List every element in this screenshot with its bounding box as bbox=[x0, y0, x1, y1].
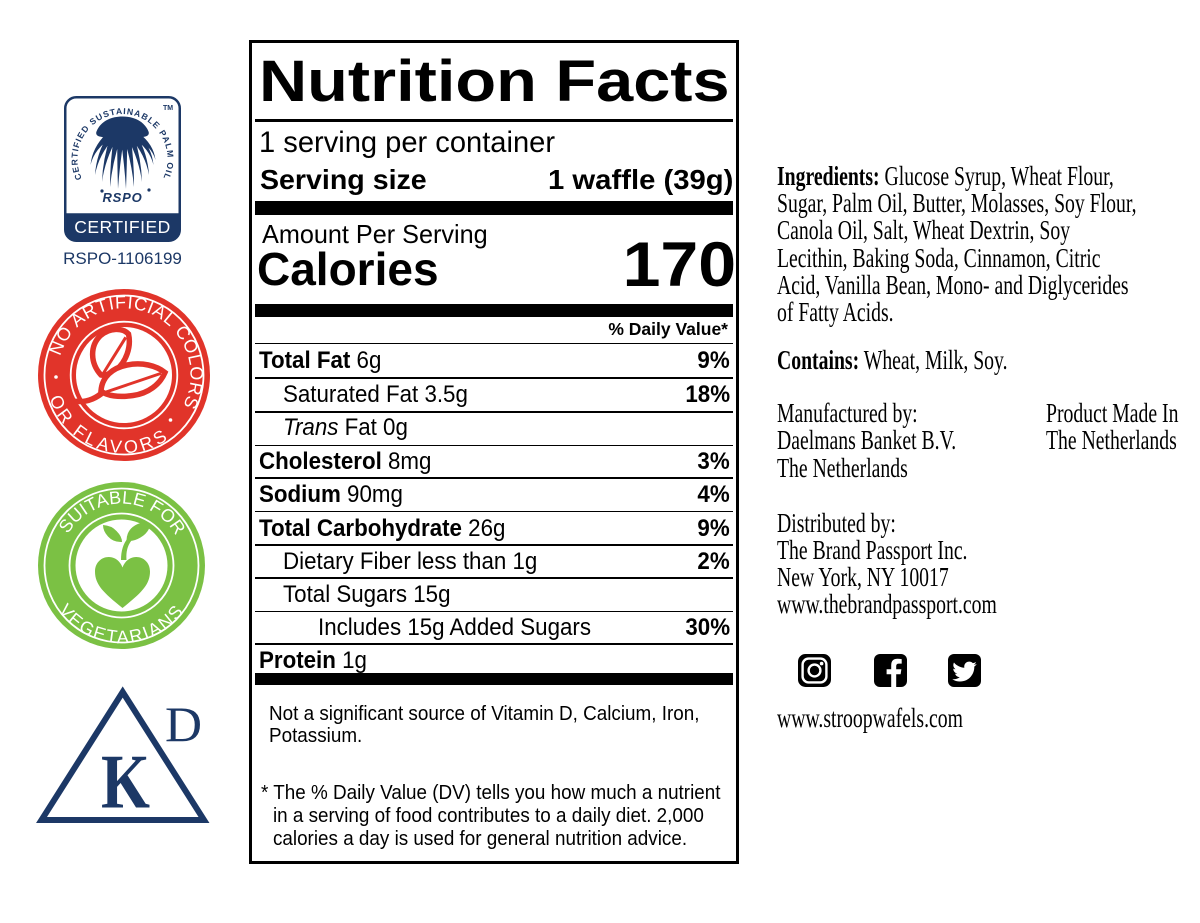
svg-text:TM: TM bbox=[163, 105, 173, 112]
svg-text:CERTIFIED: CERTIFIED bbox=[74, 217, 171, 237]
svg-text:D: D bbox=[165, 696, 202, 752]
svg-text:RSPO: RSPO bbox=[102, 190, 142, 205]
svg-text:K: K bbox=[101, 739, 150, 825]
